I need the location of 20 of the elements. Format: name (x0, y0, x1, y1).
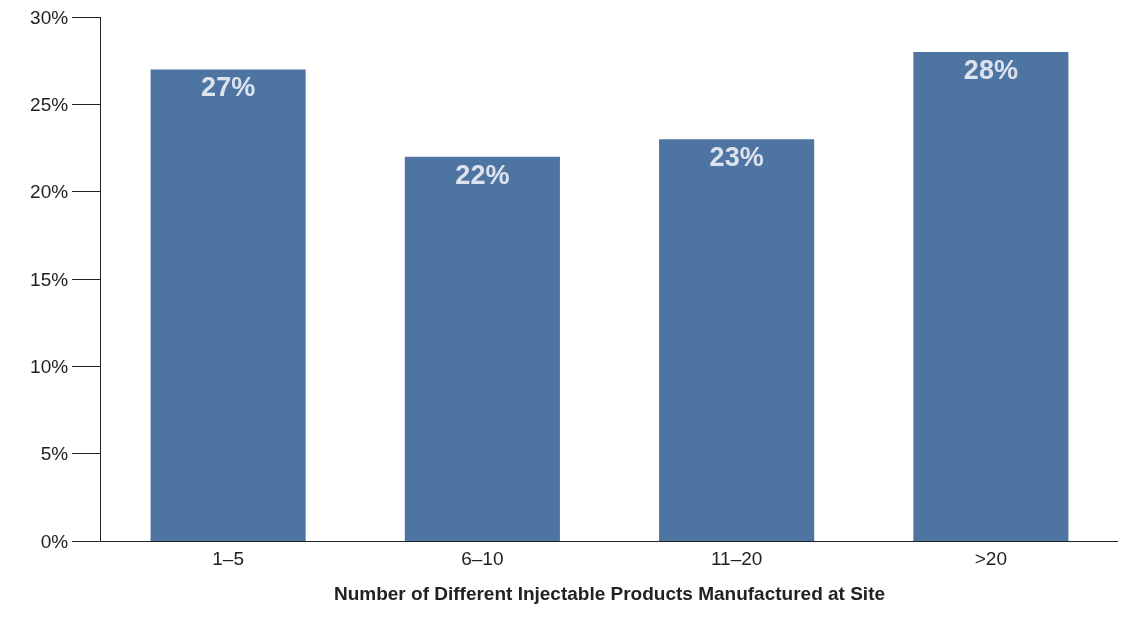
data-label: 28% (963, 54, 1018, 85)
bar (150, 69, 306, 541)
data-label: 27% (201, 72, 256, 103)
x-tick-label: 1–5 (212, 547, 244, 569)
y-tick-label: 5% (40, 443, 69, 465)
y-tick-label: 15% (30, 268, 69, 290)
bar (659, 139, 815, 541)
x-axis-title: Number of Different Injectable Products Manufactured at Site (333, 582, 886, 604)
data-label: 22% (455, 159, 510, 190)
bar (913, 51, 1069, 541)
bar (404, 156, 560, 541)
y-tick-label: 0% (40, 530, 69, 552)
data-label: 23% (709, 142, 764, 173)
x-tick-label: 11–20 (710, 547, 763, 569)
y-tick-label: 30% (30, 6, 69, 28)
x-tick-label: >20 (974, 547, 1007, 569)
y-tick-label: 20% (30, 181, 69, 203)
y-tick-label: 25% (30, 93, 69, 115)
x-tick-label: 6–10 (461, 547, 504, 569)
y-tick-label: 10% (30, 355, 69, 377)
